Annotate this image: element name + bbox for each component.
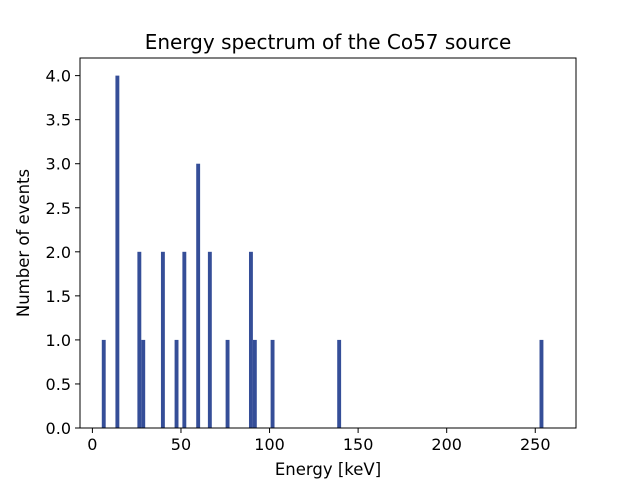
x-tick-label-1: 50 <box>171 435 191 454</box>
plot-frame <box>79 57 577 429</box>
x-axis-ticks: 0 50 100 150 200 250 <box>87 428 551 454</box>
y-tick-label-7: 3.5 <box>46 111 71 130</box>
histogram-bar-1 <box>115 75 120 429</box>
histogram-bar-6 <box>182 251 187 428</box>
histogram-bar-2 <box>137 251 142 428</box>
histogram-bar-0 <box>101 339 106 428</box>
y-tick-label-6: 3.0 <box>46 155 71 174</box>
histogram-bar-7 <box>196 163 201 428</box>
x-axis-label: Energy [keV] <box>275 460 381 479</box>
histogram-bar-11 <box>252 339 257 428</box>
x-tick-label-4: 200 <box>431 435 462 454</box>
bars-group <box>101 75 544 429</box>
y-tick-label-1: 0.5 <box>46 375 71 394</box>
y-axis-label: Number of events <box>14 169 33 317</box>
histogram-bar-4 <box>160 251 165 428</box>
histogram-bar-8 <box>207 251 212 428</box>
histogram-bar-5 <box>174 339 179 428</box>
y-tick-label-0: 0.0 <box>46 419 71 438</box>
histogram-bar-14 <box>539 339 544 428</box>
y-tick-label-5: 2.5 <box>46 199 71 218</box>
y-tick-label-3: 1.5 <box>46 287 71 306</box>
chart-title: Energy spectrum of the Co57 source <box>145 30 512 54</box>
y-tick-label-4: 2.0 <box>46 243 71 262</box>
x-tick-label-2: 100 <box>254 435 285 454</box>
histogram-bar-3 <box>141 339 146 428</box>
y-tick-label-8: 4.0 <box>46 67 71 86</box>
histogram-bar-10 <box>248 251 253 428</box>
x-tick-label-3: 150 <box>343 435 374 454</box>
y-tick-label-2: 1.0 <box>46 331 71 350</box>
x-tick-label-0: 0 <box>87 435 97 454</box>
histogram-bar-9 <box>225 339 230 428</box>
histogram-bar-13 <box>337 339 342 428</box>
histogram-bar-12 <box>270 339 275 428</box>
x-tick-label-5: 250 <box>520 435 551 454</box>
y-axis-ticks: 0.0 0.5 1.0 1.5 2.0 2.5 3.0 3.5 4.0 <box>46 67 80 438</box>
